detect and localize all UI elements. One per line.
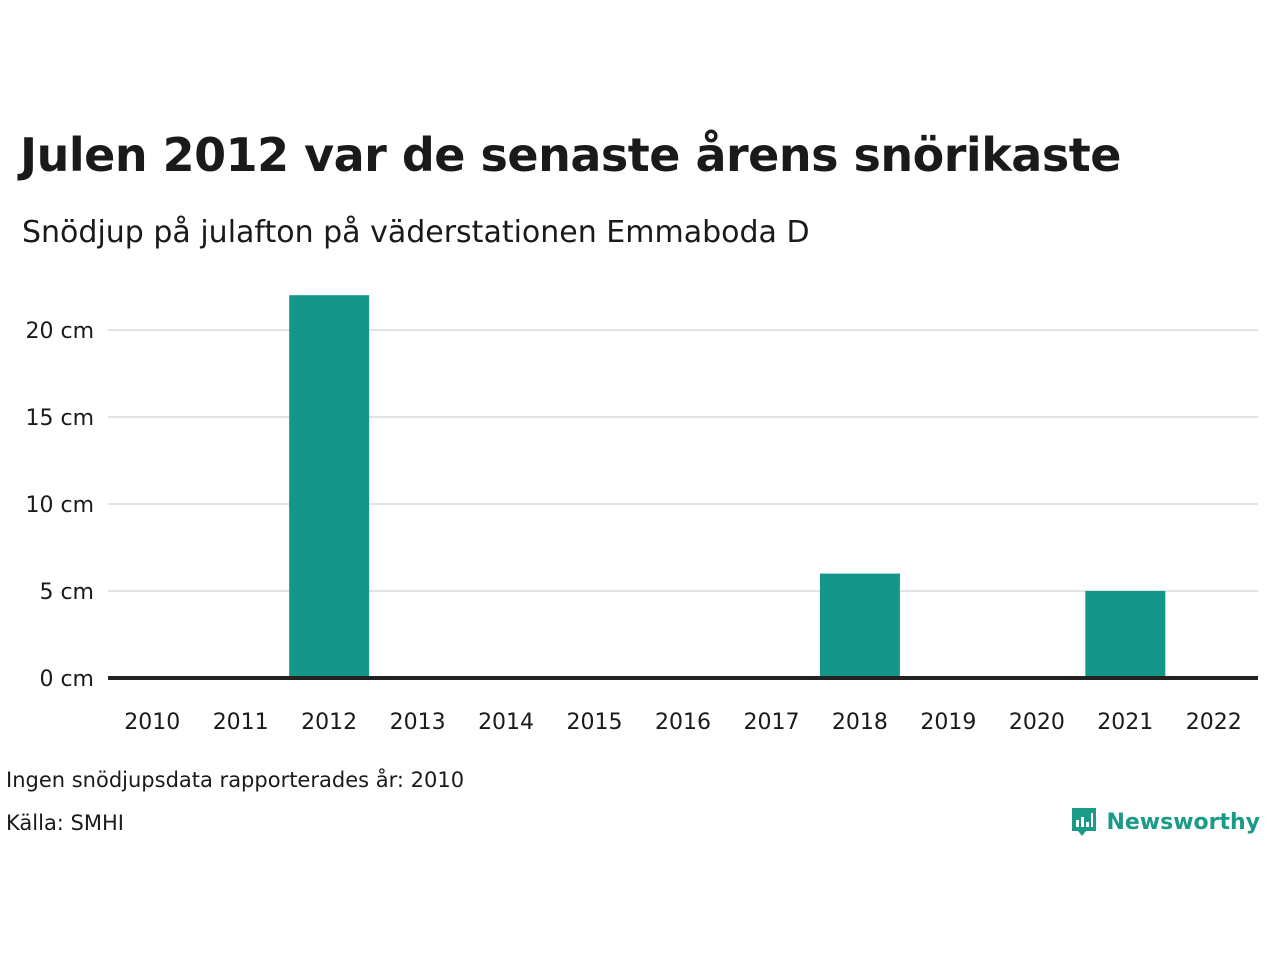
chart-subtitle: Snödjup på julafton på väderstationen Em… <box>22 215 810 250</box>
x-axis-tick-labels: 2010 2011 2012 2013 2014 2015 2016 2017 2018 2019… <box>124 710 1242 735</box>
x-tick-label: 2018 <box>832 710 888 735</box>
x-tick-label: 2021 <box>1097 710 1153 735</box>
chart-title: Julen 2012 var de senaste årens snörikas… <box>20 128 1121 182</box>
x-tick-label: 2013 <box>390 710 446 735</box>
bar-2018 <box>819 573 900 678</box>
x-tick-label: 2010 <box>124 710 180 735</box>
bar-2012 <box>289 295 370 678</box>
gridlines <box>108 329 1258 592</box>
y-tick-label: 20 cm <box>25 319 94 344</box>
bar-chart: 0 cm 5 cm 10 cm 15 cm 20 cm 2010 2011 2012 2013… <box>25 295 1258 735</box>
x-tick-label: 2011 <box>213 710 269 735</box>
y-tick-label: 15 cm <box>25 406 94 431</box>
missing-data-note: Ingen snödjupsdata rapporterades år: 201… <box>6 768 465 792</box>
x-tick-label: 2015 <box>567 710 623 735</box>
bar-2021 <box>1085 591 1166 678</box>
newsworthy-logo: Newsworthy <box>1070 806 1260 838</box>
x-tick-label: 2020 <box>1009 710 1065 735</box>
y-tick-label: 0 cm <box>39 667 94 692</box>
newsworthy-logo-text: Newsworthy <box>1106 809 1260 835</box>
x-tick-label: 2019 <box>920 710 976 735</box>
x-tick-label: 2017 <box>743 710 799 735</box>
x-tick-label: 2016 <box>655 710 711 735</box>
y-axis-tick-labels: 0 cm 5 cm 10 cm 15 cm 20 cm <box>25 319 94 692</box>
y-tick-label: 5 cm <box>39 580 94 605</box>
x-tick-label: 2022 <box>1186 710 1242 735</box>
source-note: Källa: SMHI <box>6 811 124 835</box>
y-tick-label: 10 cm <box>25 493 94 518</box>
x-tick-label: 2014 <box>478 710 534 735</box>
bars <box>289 295 1166 678</box>
newsworthy-bar-chart-icon <box>1072 808 1097 836</box>
x-tick-label: 2012 <box>301 710 357 735</box>
